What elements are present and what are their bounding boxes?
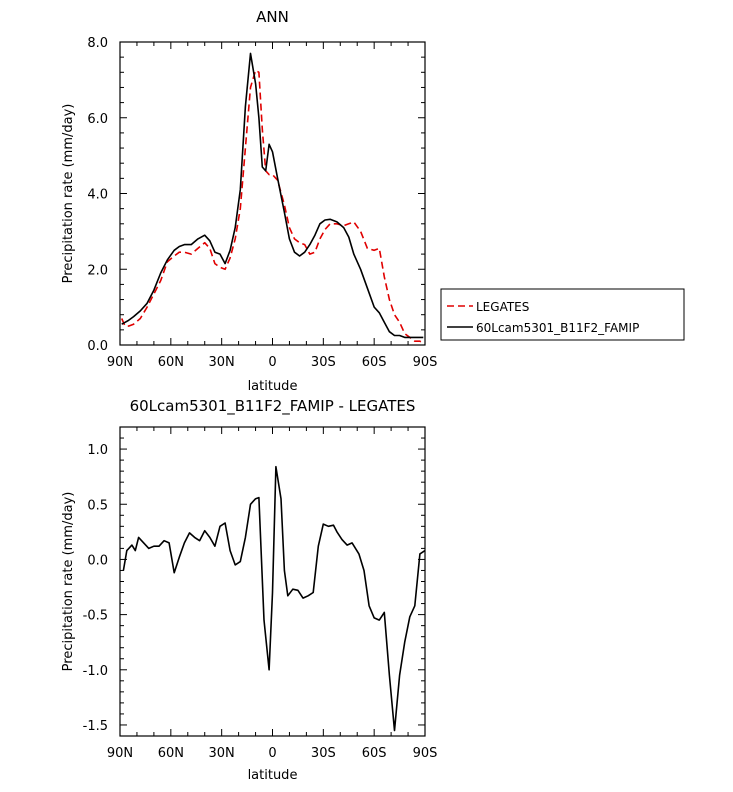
plot-frame (119, 41, 426, 346)
legend-label: 60Lcam5301_B11F2_FAMIP (476, 321, 639, 335)
y-tick-label: -1.0 (83, 664, 108, 679)
y-tick-label: -1.5 (83, 719, 108, 734)
x-tick-label: 30N (209, 355, 235, 370)
y-tick-label: 8.0 (87, 36, 108, 51)
x-tick-label: 90N (107, 746, 133, 761)
x-tick-label: 60N (158, 746, 184, 761)
y-tick-label: 0.5 (87, 498, 108, 513)
y-tick-label: 4.0 (87, 188, 108, 203)
x-axis-label: latitude (248, 768, 298, 783)
legend-box (440, 288, 685, 341)
x-tick-label: 90S (413, 355, 438, 370)
x-axis-label: latitude (248, 379, 298, 394)
y-tick-label: 0.0 (87, 553, 108, 568)
chart-title: ANN (256, 8, 289, 26)
x-tick-label: 90N (107, 355, 133, 370)
y-tick-label: 6.0 (87, 112, 108, 127)
y-axis-label: Precipitation rate (mm/day) (61, 492, 76, 672)
y-tick-label: 0.0 (87, 339, 108, 354)
legend-label: LEGATES (476, 300, 529, 314)
difference-line (122, 465, 426, 732)
x-tick-label: 0 (268, 355, 276, 370)
series-line-legates (120, 69, 424, 344)
x-tick-label: 0 (268, 746, 276, 761)
y-tick-label: -0.5 (83, 609, 108, 624)
annual-precip-panel: ANN 90N 60N 30N 0 30S 60S 90S 0.0 2.0 4.0 6.0 8.0 lat… (61, 8, 437, 394)
x-tick-label: 90S (413, 746, 438, 761)
x-tick-label: 60N (158, 355, 184, 370)
difference-panel: 60Lcam5301_B11F2_FAMIP - LEGATES 90N 60N 30… (61, 397, 437, 783)
y-tick-label: 1.0 (87, 443, 108, 458)
chart-title: 60Lcam5301_B11F2_FAMIP - LEGATES (130, 397, 416, 416)
y-axis-label: Precipitation rate (mm/day) (61, 104, 76, 284)
y-tick-label: 2.0 (87, 263, 108, 278)
x-tick-label: 30S (311, 746, 336, 761)
legend: LEGATES 60Lcam5301_B11F2_FAMIP (440, 288, 685, 341)
x-tick-label: 60S (362, 355, 387, 370)
x-tick-label: 30S (311, 355, 336, 370)
x-tick-label: 30N (209, 746, 235, 761)
series-line-60lcam5301-b11f2-famip (121, 52, 424, 339)
x-tick-label: 60S (362, 746, 387, 761)
